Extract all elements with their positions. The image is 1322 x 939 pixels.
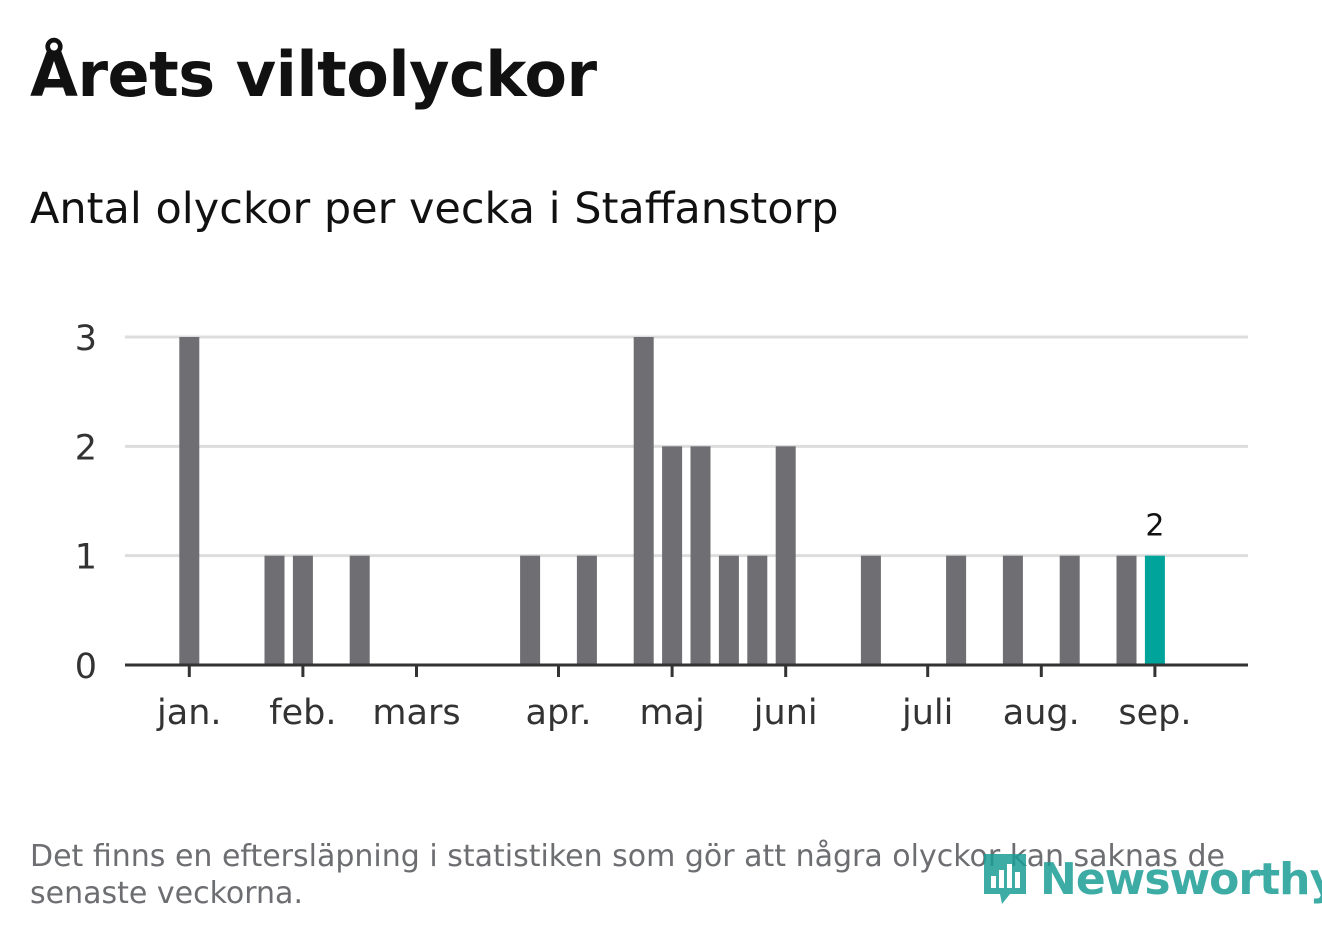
x-tick-label: apr. [526, 693, 592, 733]
bar-week-17 [576, 555, 597, 665]
x-tick-label: aug. [1003, 693, 1080, 733]
bar-week-6 [264, 555, 285, 665]
newsworthy-logo: Newsworthy [980, 850, 1322, 908]
bar-week-19 [633, 337, 654, 665]
bar-week-30 [946, 555, 967, 665]
bar-chart: 0 1 2 3 2 jan. feb. mars apr. maj juni juli aug. sep. [75, 319, 1248, 733]
x-tick-label: juni [753, 693, 818, 733]
chart-subtitle: Antal olyckor per vecka i Staffanstorp [30, 184, 839, 234]
y-tick-label: 3 [75, 319, 97, 359]
bar-week-34 [1059, 555, 1080, 665]
bar-week-32 [1002, 555, 1023, 665]
bar-week-37 [1144, 555, 1165, 665]
x-tick-label: feb. [269, 693, 336, 733]
bar-week-20 [662, 446, 683, 665]
bar-week-23 [747, 555, 768, 665]
x-tick-label: mars [372, 693, 460, 733]
x-tick-label: jan. [156, 693, 221, 733]
bar-week-36 [1116, 555, 1137, 665]
y-tick-label: 0 [75, 647, 97, 687]
logo-text: Newsworthy [1040, 853, 1322, 905]
axes [125, 663, 1248, 677]
labels: 0 1 2 3 2 jan. feb. mars apr. maj juni juli aug. sep. [75, 319, 1192, 733]
bar-week-27 [860, 555, 881, 665]
bar-week-9 [349, 555, 370, 665]
grid-lines [125, 335, 1248, 558]
bar-week-21 [690, 446, 711, 665]
bars [179, 337, 1165, 665]
bar-week-24 [775, 446, 796, 665]
bar-week-15 [520, 555, 541, 665]
x-tick-label: juli [901, 693, 953, 733]
chart-title: Årets viltolyckor [30, 38, 597, 111]
x-tick-label: maj [639, 693, 704, 733]
y-tick-label: 2 [75, 428, 97, 468]
bar-week-7 [292, 555, 313, 665]
bar-week-22 [718, 555, 739, 665]
bar-week-3 [179, 337, 200, 665]
y-tick-label: 1 [75, 538, 97, 578]
newsworthy-logo-icon [984, 854, 1026, 904]
x-tick-label: sep. [1118, 693, 1191, 733]
bar-value-label: 2 [1145, 509, 1164, 544]
